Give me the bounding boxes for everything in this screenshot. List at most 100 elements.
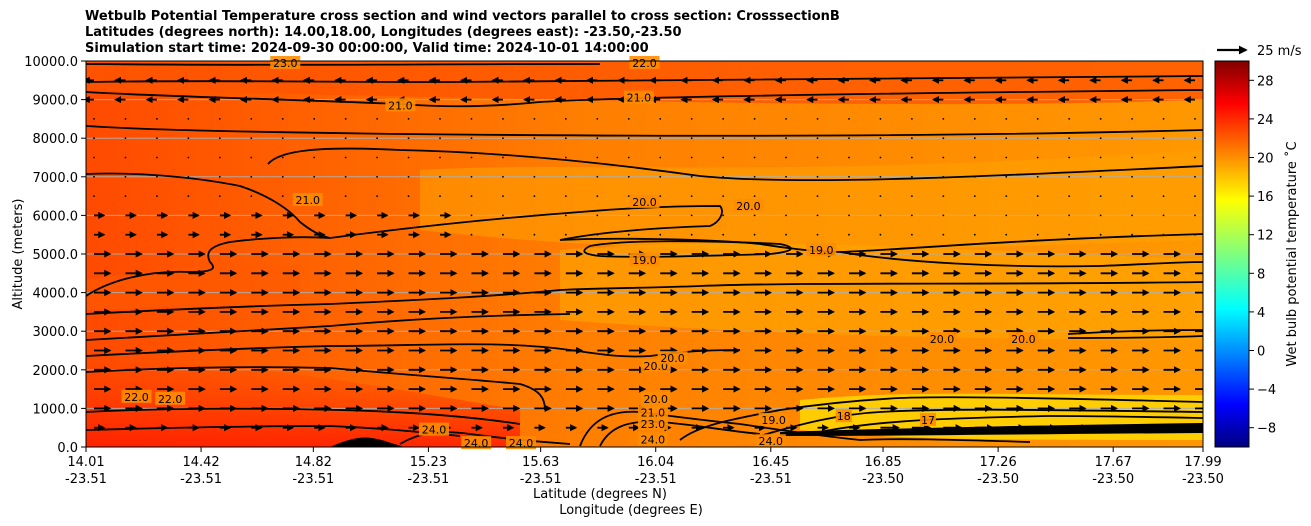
contour-labels: 23.0 22.021.021.021.0 20.0 20.019.019.020.0… (121, 55, 1039, 450)
x-tick-label-lat: 16.04 (637, 455, 674, 470)
colorbar-tick-label: 24 (1257, 113, 1274, 128)
wind-vector (1036, 214, 1039, 217)
wind-vector (1131, 137, 1133, 140)
contour-23-low (86, 425, 461, 437)
wind-vector (942, 118, 945, 120)
wind-vector (722, 137, 725, 140)
wind-vector (659, 118, 662, 120)
wind-vector (1068, 175, 1071, 178)
wind-vector (1194, 175, 1196, 178)
wind-vector (533, 175, 536, 178)
wind-vector (344, 118, 347, 120)
wind-vector (1036, 118, 1039, 120)
contour-label: 21.0 (388, 99, 413, 112)
wind-vector (879, 156, 882, 159)
contour-label: 22.0 (158, 393, 183, 406)
contour-label-bg (506, 436, 537, 450)
wind-vector (376, 195, 379, 198)
wind-vector (1005, 118, 1008, 120)
wind-vector (313, 175, 316, 178)
y-tick-label: 8000.0 (33, 132, 79, 147)
wind-vector (910, 214, 913, 217)
wind-vector (785, 195, 787, 198)
quiver-key-label: 25 m/s (1257, 44, 1302, 59)
contour-label-bg (806, 243, 837, 257)
contour-21-upper (86, 89, 1203, 108)
contour-label: 20.0 (736, 200, 761, 213)
wind-vector (502, 137, 504, 140)
wind-vector (156, 195, 158, 198)
wind-vector (1099, 137, 1102, 140)
x-tick-label-lat: 14.01 (67, 455, 104, 470)
wind-vector (313, 118, 316, 120)
wind-vector (1099, 156, 1102, 159)
contour-label: 21.0 (627, 92, 652, 105)
wind-vector (1194, 214, 1196, 217)
wind-vector (1005, 156, 1008, 159)
wind-vector (627, 214, 630, 217)
x-axis: 14.01 -23.51 14.42 -23.51 14.82 -23.51 15.23 -2… (65, 447, 1224, 487)
contour-label: 23.0 (273, 57, 298, 70)
colorbar-label: Wet bulb potential temperature ˚C (1284, 141, 1300, 366)
wind-vector (942, 175, 945, 178)
wind-vector (1162, 137, 1165, 140)
contour-label-bg (292, 192, 323, 206)
wind-vector (659, 137, 662, 140)
wind-vector (879, 118, 882, 120)
contour-label-bg (121, 389, 152, 403)
wind-vector (281, 137, 284, 140)
colorbar-tick-label: −8 (1257, 422, 1276, 437)
x-axis-label-lon: Longitude (degrees E) (559, 503, 703, 518)
contour-label-bg (155, 391, 186, 405)
wind-vector (156, 175, 158, 178)
wind-vector (124, 137, 127, 140)
contour-label-bg (629, 55, 660, 69)
wind-vector (533, 195, 536, 198)
wind-vector (250, 156, 253, 159)
wind-vector (816, 195, 819, 198)
wind-vector (942, 214, 945, 217)
x-tick-label-lon: -23.51 (292, 472, 334, 487)
wind-vector (973, 118, 976, 120)
contour-label: 23.0 (641, 418, 666, 431)
wind-vector (470, 156, 473, 159)
wind-vector (942, 156, 945, 159)
wind-vector (533, 118, 536, 120)
wind-vector (879, 214, 882, 217)
contour-label-bg (270, 55, 301, 69)
wind-vector (1194, 233, 1196, 236)
contour-label-bg (637, 416, 668, 430)
wind-vector (376, 156, 379, 159)
colorbar-tick-label: 16 (1257, 190, 1274, 205)
wind-vector (250, 175, 253, 178)
contour-label-bg (419, 422, 450, 436)
y-tick-label: 2000.0 (33, 364, 79, 379)
contour-label: 24.0 (759, 435, 784, 448)
wind-vector (627, 156, 630, 159)
wind-vector (1162, 214, 1165, 217)
contour-label-bg (657, 351, 688, 365)
wind-vector (753, 233, 756, 236)
contour-label: 22.0 (632, 57, 657, 70)
wind-vector (407, 118, 410, 120)
contour-sfc-3 (679, 396, 1203, 441)
wind-vector (1194, 195, 1196, 198)
contour-20-upper (267, 147, 1203, 182)
contour-sfc-5 (819, 415, 1203, 433)
contour-label: 24.0 (464, 437, 489, 450)
contour-label: 24.0 (509, 437, 534, 450)
contour-label: 20.0 (660, 352, 685, 365)
y-tick-label: 10000.0 (24, 55, 78, 70)
wind-vector (753, 195, 756, 198)
wind-vector (533, 156, 536, 159)
wind-vector (439, 137, 441, 140)
wind-vector (407, 175, 410, 178)
x-tick-label-lon: -23.50 (862, 472, 904, 487)
wind-vector (502, 175, 504, 178)
wind-vector (1131, 156, 1133, 159)
wind-vector (1131, 175, 1133, 178)
wind-vector (753, 156, 756, 159)
wind-vector (93, 175, 95, 178)
wind-vector (1036, 137, 1039, 140)
contour-sfc-4 (759, 408, 1203, 437)
